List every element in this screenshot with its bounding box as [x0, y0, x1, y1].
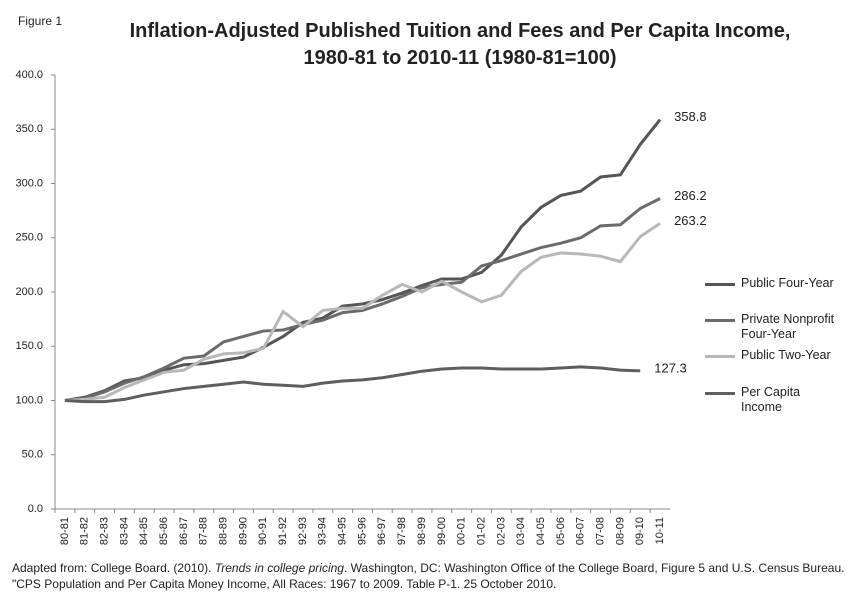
x-tick-label: 02-03: [495, 517, 507, 545]
legend-swatch: [705, 355, 735, 358]
x-tick-label: 99-00: [436, 517, 448, 545]
y-tick-label: 150.0: [15, 340, 43, 352]
x-tick-label: 06-07: [575, 517, 587, 545]
x-tick-label: 92-93: [297, 517, 309, 545]
x-tick-label: 88-89: [218, 517, 230, 545]
y-tick-label: 300.0: [15, 177, 43, 189]
end-label: 263.2: [674, 213, 707, 228]
x-tick-label: 05-06: [555, 517, 567, 545]
legend-label: Per Capita Income: [741, 385, 801, 414]
y-tick-label: 100.0: [15, 394, 43, 406]
source-title: Trends in college pricing: [214, 561, 344, 575]
x-tick-label: 86-87: [178, 517, 190, 545]
x-tick-label: 08-09: [614, 517, 626, 545]
series-line: [64, 222, 661, 402]
x-tick-label: 94-95: [337, 517, 349, 545]
legend-item: Public Four-Year: [705, 276, 865, 291]
x-tick-label: 98-99: [416, 517, 428, 545]
x-tick-label: 10-11: [654, 517, 666, 544]
title-line: Inflation-Adjusted Published Tuition and…: [129, 20, 791, 42]
y-tick-label: 250.0: [15, 232, 43, 244]
x-tick-label: 93-94: [317, 517, 329, 545]
source-note: Adapted from: College Board. (2010). Tre…: [12, 560, 862, 592]
end-label: 127.3: [654, 360, 687, 375]
x-tick-label: 04-05: [535, 517, 547, 545]
y-tick-label: 350.0: [15, 123, 43, 135]
y-tick-label: 200.0: [15, 286, 43, 298]
x-tick-label: 03-04: [515, 517, 527, 545]
legend-swatch: [705, 283, 735, 286]
series-line: [64, 197, 661, 402]
source-text: . Washington, DC: Washington Office of t…: [12, 561, 845, 591]
x-tick-label: 95-96: [356, 517, 368, 545]
x-tick-label: 00-01: [456, 517, 468, 545]
legend-item: Public Two-Year: [705, 348, 865, 363]
x-tick-label: 90-91: [257, 517, 269, 545]
series-line: [64, 118, 662, 402]
x-tick-label: 97-98: [396, 517, 408, 545]
x-tick-label: 81-82: [79, 517, 91, 545]
x-tick-label: 07-08: [594, 517, 606, 545]
series-line: [64, 365, 641, 404]
x-tick-label: 87-88: [198, 517, 210, 545]
y-tick-label: 50.0: [22, 449, 43, 461]
x-tick-label: 01-02: [475, 517, 487, 545]
y-tick-label: 400.0: [15, 69, 43, 81]
legend-swatch: [705, 392, 735, 395]
legend-swatch: [705, 319, 735, 322]
source-text: Adapted from: College Board. (2010).: [12, 561, 215, 575]
x-tick-label: 89-90: [237, 517, 249, 545]
x-tick-label: 84-85: [138, 517, 150, 545]
x-tick-label: 85-86: [158, 517, 170, 545]
legend-item: Per Capita Income: [705, 385, 865, 415]
legend-label: Public Four-Year: [741, 276, 834, 290]
legend-label: Public Two-Year: [741, 348, 831, 362]
x-tick-label: 96-97: [376, 517, 388, 545]
x-tick-label: 91-92: [277, 517, 289, 545]
y-tick-label: 0.0: [28, 503, 43, 515]
legend-item: Private Nonprofit Four-Year: [705, 312, 865, 342]
legend-label: Private Nonprofit Four-Year: [741, 312, 835, 341]
x-tick-label: 80-81: [59, 517, 71, 545]
end-label: 358.8: [674, 109, 707, 124]
x-tick-label: 09-10: [634, 517, 646, 545]
figure-label: Figure 1: [18, 14, 63, 28]
x-tick-label: 83-84: [118, 517, 130, 545]
x-tick-label: 82-83: [99, 517, 111, 545]
title-line: 1980-81 to 2010-11 (1980-81=100): [303, 47, 617, 69]
chart-title: Inflation-Adjusted Published Tuition and…: [60, 18, 860, 72]
end-label: 286.2: [674, 188, 707, 203]
